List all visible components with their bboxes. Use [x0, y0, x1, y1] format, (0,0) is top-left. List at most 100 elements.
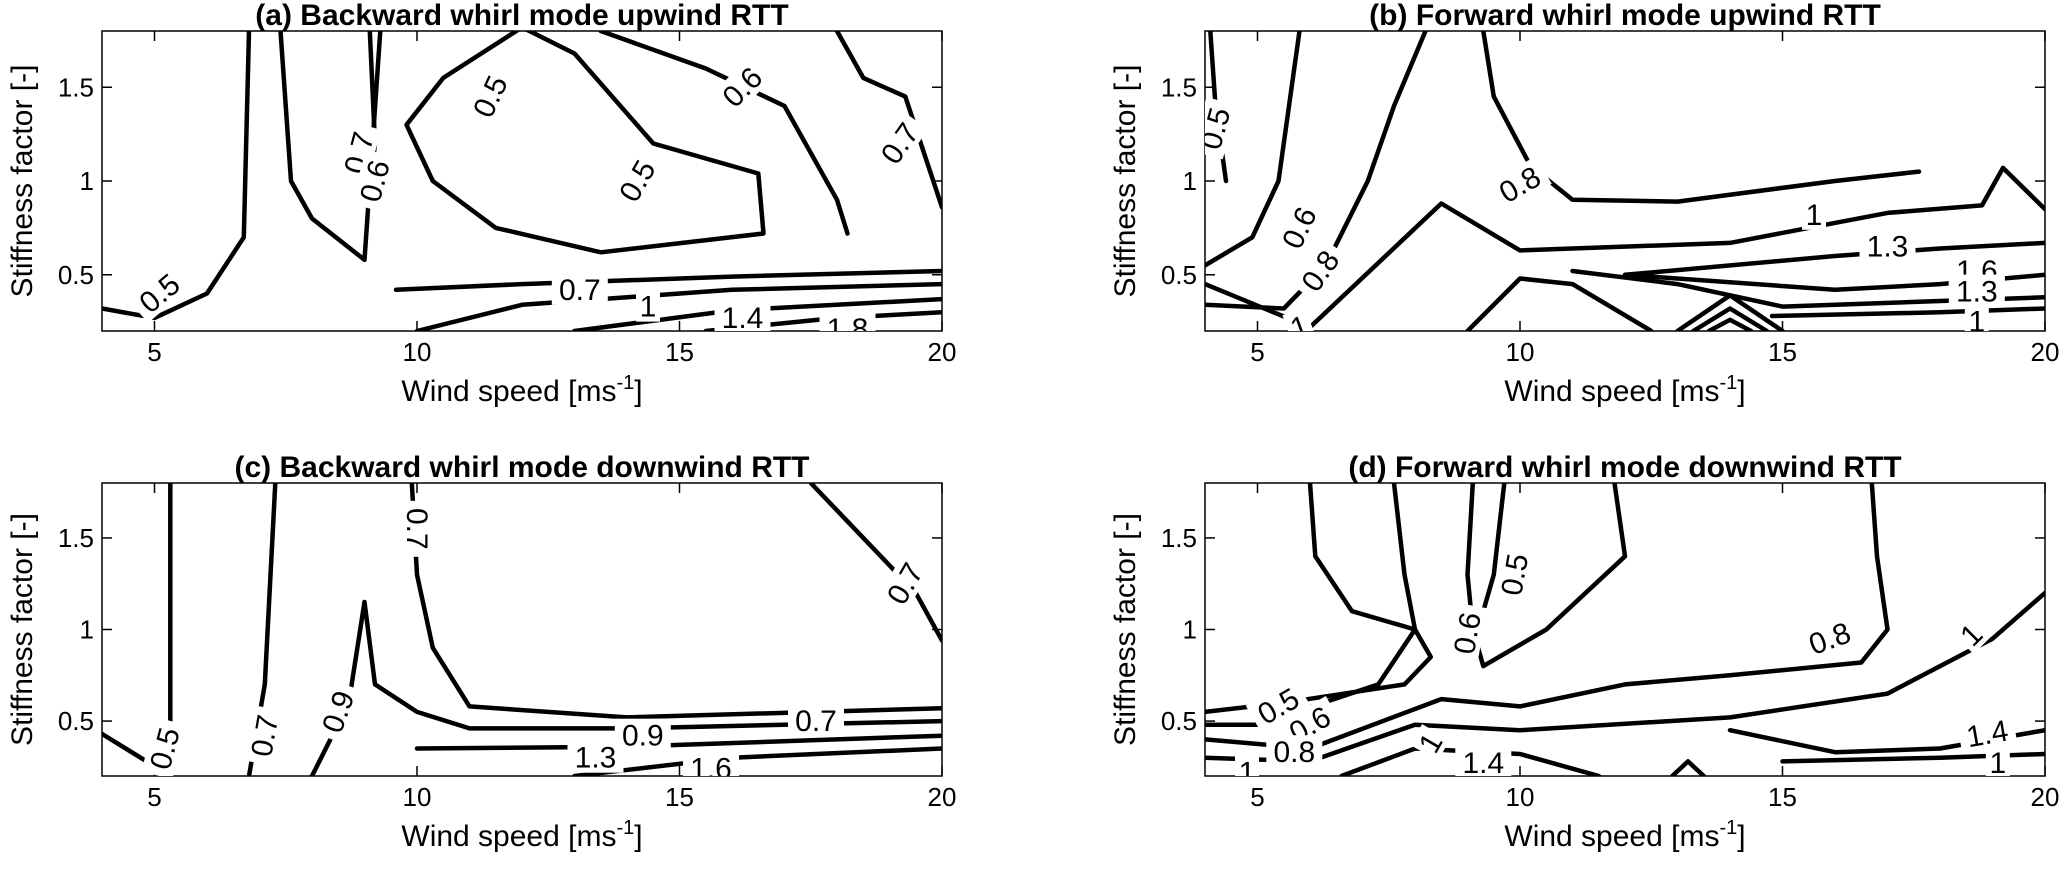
x-tick-label: 15 [665, 337, 694, 367]
x-tick-label: 20 [2031, 337, 2060, 367]
contour-label: 1 [1950, 614, 1991, 655]
contour-label: 1 [1410, 724, 1450, 761]
contour-line-0.8 [1481, 31, 1922, 204]
contour-label-bg [312, 679, 362, 744]
contour-line-1.3 [414, 733, 942, 751]
contour-label: 1 [1282, 307, 1316, 331]
contour-label-bg [870, 110, 929, 176]
contour-label-text: 1.4 [722, 302, 764, 335]
contour-label-text: 0.5 [144, 724, 187, 773]
panel-0: (a) Backward whirl mode upwind RTT 5 10 15 2… [6, 0, 956, 408]
contour-label: 0.7 [788, 704, 844, 738]
panel-title: (b) Forward whirl mode upwind RTT [1369, 0, 1881, 32]
contour-line-0.7 [393, 268, 942, 293]
contour-label-bg [1956, 712, 2018, 754]
contour-label-text: 1.3 [1867, 231, 1909, 264]
contour-labels: 0.50.60.810.60.511.40.8 11.41 [1235, 544, 2018, 789]
contour-label-bg [1266, 735, 1323, 768]
x-axis-label: Wind speed [ms-1] [401, 372, 642, 408]
contour-line-1 [1769, 306, 2045, 319]
panel-title: (d) Forward whirl mode downwind RTT [1348, 451, 1901, 484]
y-tick-label: 1 [1183, 166, 1197, 196]
panel-title: (a) Backward whirl mode upwind RTT [255, 0, 788, 32]
contour-labels: 0.5 0.7 0.90.70.9 0.71.3 1.60.7 [141, 500, 933, 786]
contour-line-0.7 [808, 483, 942, 643]
contour-label: 1.6 [683, 751, 739, 786]
y-tick-label: 0.5 [58, 706, 94, 736]
contour-lines [102, 31, 942, 331]
contour-label-text: 0.5 [1495, 551, 1535, 598]
x-tick-label: 10 [1506, 337, 1535, 367]
contour-label-text: 1 [640, 291, 657, 324]
contour-label: 0.7 [243, 705, 285, 766]
contour-line-1.4 [1670, 759, 1707, 776]
contour-label-text: 1.8 [827, 313, 869, 346]
contour-label-bg [1859, 229, 1916, 262]
panel-title: (c) Backward whirl mode downwind RTT [234, 451, 809, 484]
contour-label-bg [819, 312, 876, 331]
contour-line-0.5 [404, 31, 766, 255]
contour-label: 0.5 [463, 64, 516, 129]
contour-label-bg [243, 705, 285, 766]
x-axis-label-end: ] [634, 375, 642, 408]
panel-3: (d) Forward whirl mode downwind RTT 5 10 15… [1109, 451, 2059, 853]
contour-label: 0.8 [1266, 735, 1323, 769]
contour-label-bg [636, 289, 660, 322]
contour-label: 0.5 [608, 148, 665, 213]
contour-label: 0.7 [400, 500, 434, 557]
contour-label-text: 0.7 [400, 508, 433, 550]
x-axis-label: Wind speed [ms-1] [1504, 372, 1745, 408]
contour-line-0.9 [309, 599, 942, 776]
y-tick-label: 1 [1183, 615, 1197, 645]
contour-label-bg [402, 500, 434, 557]
contour-line-0.6 [1205, 483, 1418, 727]
y-axis-label: Stiffness factor [-] [1109, 65, 1142, 298]
contour-label-bg [714, 300, 771, 331]
contour-label-text: 1.3 [575, 742, 617, 775]
y-axis-label: Stiffness factor [-] [6, 65, 39, 298]
contour-label-bg [1948, 274, 2005, 307]
contour-labels: 0.50.60.810.811.31.61.31 [1195, 97, 2005, 331]
panel-1: (b) Forward whirl mode upwind RTT 5 10 15 20… [1109, 0, 2059, 408]
x-axis-label-main: Wind speed [ms [401, 375, 616, 408]
contour-line-0.8 [1205, 483, 1890, 751]
contour-label-text: 1.6 [690, 753, 732, 786]
contour-label: 0.9 [312, 679, 362, 744]
contour-label: 0.8 [1487, 156, 1552, 212]
contour-label-bg [351, 149, 397, 212]
y-tick-label: 1.5 [1161, 72, 1197, 102]
contour-line-0.6 [598, 31, 850, 236]
contour-line-1 [1465, 276, 1654, 331]
contour-line-2 [1706, 317, 1754, 331]
x-tick-label: 10 [403, 337, 432, 367]
contour-label: 1 [1985, 746, 2010, 780]
x-tick-label: 5 [147, 782, 161, 812]
contour-label: 0.7 [551, 272, 608, 307]
contour-label-text: 0.7 [795, 705, 837, 738]
x-tick-label: 20 [928, 782, 957, 812]
panel-2: (c) Backward whirl mode downwind RTT 5 10 1… [6, 451, 956, 853]
contour-label-bg [1245, 677, 1311, 734]
contour-label: 1 [1802, 197, 1826, 232]
x-axis-label-superscript: -1 [616, 372, 634, 394]
x-tick-label: 20 [928, 337, 957, 367]
contour-label-text: 0.7 [559, 274, 601, 307]
contour-label-text: 1 [1989, 747, 2006, 780]
contour-label: 1.3 [1948, 274, 2005, 309]
x-tick-label: 15 [665, 782, 694, 812]
contour-label-text: 0.6 [1448, 610, 1488, 657]
x-axis-label-end: ] [1737, 820, 1745, 853]
contour-label-text: 0.5 [1195, 104, 1238, 153]
contour-label-bg [1455, 746, 1512, 776]
contour-label-bg [141, 717, 187, 776]
x-axis-label-superscript: -1 [1719, 372, 1737, 394]
y-tick-label: 1 [80, 615, 94, 645]
y-tick-label: 0.5 [1161, 706, 1197, 736]
contour-label: 1 [1235, 755, 1259, 789]
x-axis-label-main: Wind speed [ms [401, 820, 616, 853]
contour-label-text: 1 [1239, 756, 1256, 789]
y-tick-label: 1 [80, 166, 94, 196]
y-tick-label: 0.5 [1161, 260, 1197, 290]
x-tick-label: 15 [1768, 337, 1797, 367]
